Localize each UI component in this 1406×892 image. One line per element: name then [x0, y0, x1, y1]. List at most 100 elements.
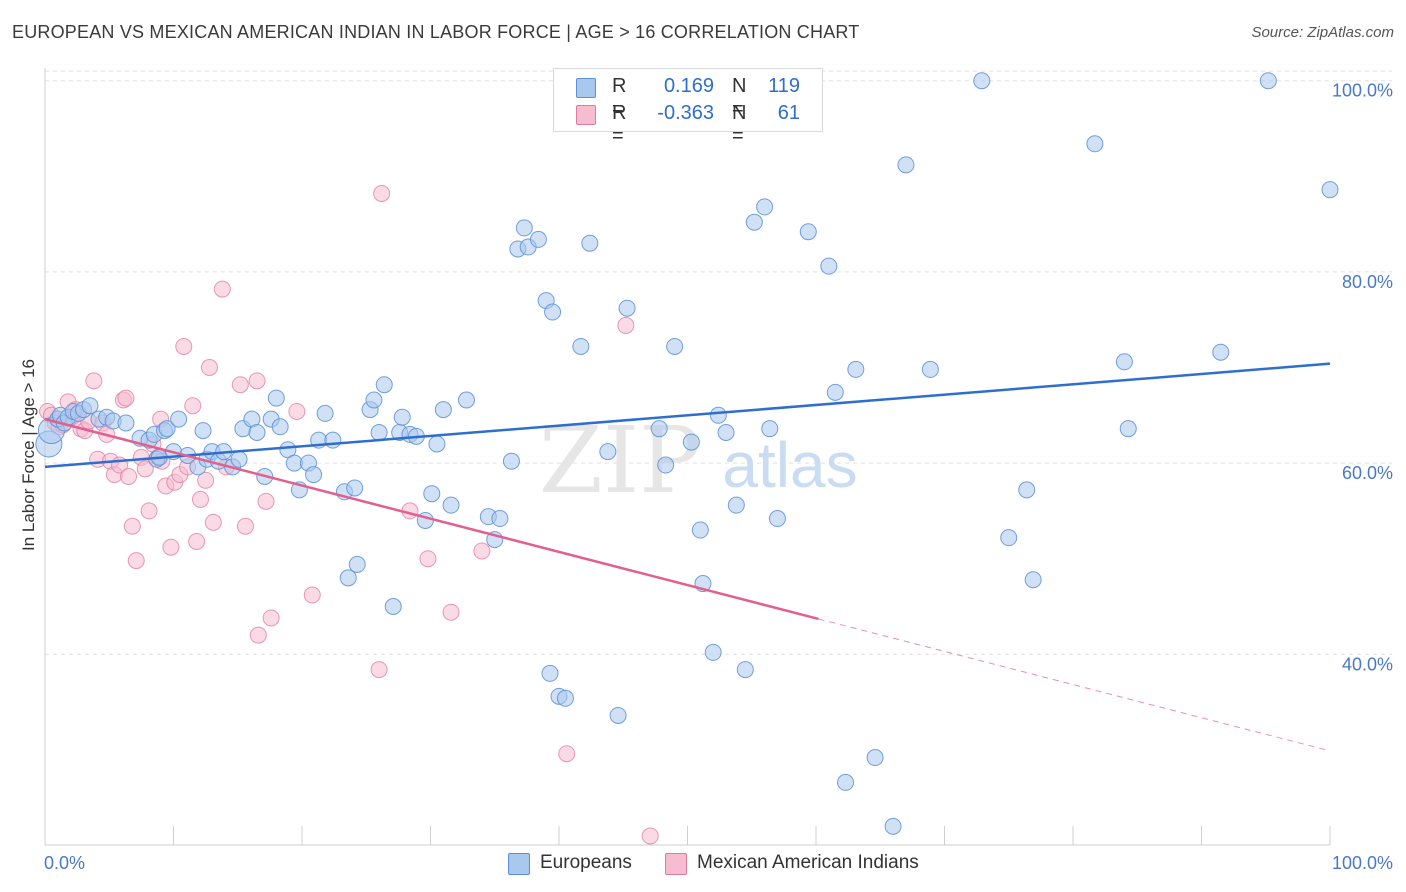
legend-swatch-europeans	[576, 78, 596, 98]
data-point-europeans	[727, 496, 745, 514]
data-point-europeans	[761, 420, 779, 438]
data-point-europeans	[248, 424, 266, 442]
data-point-mexican-american-indians	[136, 460, 154, 478]
data-point-mexican-american-indians	[231, 376, 249, 394]
data-point-europeans	[117, 414, 135, 432]
series-europeans	[35, 72, 1339, 835]
data-point-mexican-american-indians	[249, 626, 267, 644]
legend-r-value: -0.363	[657, 102, 714, 124]
data-point-europeans	[428, 435, 446, 453]
correlation-legend: R = 0.169 N = 119 R = -0.363 N = 61	[553, 68, 823, 147]
x-tick-label: 100.0%	[1332, 853, 1393, 873]
data-point-europeans	[618, 299, 636, 317]
data-point-europeans	[442, 496, 460, 514]
data-point-mexican-american-indians	[473, 542, 491, 560]
data-point-europeans	[285, 454, 303, 472]
data-point-mexican-american-indians	[641, 827, 659, 845]
data-point-europeans	[820, 257, 838, 275]
data-point-mexican-american-indians	[127, 552, 145, 570]
data-point-europeans	[515, 219, 533, 237]
data-point-europeans	[1259, 72, 1277, 90]
data-point-europeans	[756, 198, 774, 216]
data-point-europeans	[365, 391, 383, 409]
data-point-europeans	[736, 661, 754, 679]
data-point-mexican-american-indians	[236, 517, 254, 535]
data-point-europeans	[316, 404, 334, 422]
tick-labels: 40.0% 60.0% 80.0% 100.0% 0.0% 100.0%	[44, 81, 1393, 873]
data-point-europeans	[434, 401, 452, 419]
legend-r-value: 0.169	[663, 75, 714, 97]
data-point-europeans	[768, 510, 786, 528]
y-tick-label: 60.0%	[1342, 463, 1393, 483]
data-point-mexican-american-indians	[120, 467, 138, 485]
data-point-mexican-american-indians	[175, 337, 193, 355]
data-point-europeans	[572, 337, 590, 355]
legend-swatch-mexican-american-indians	[576, 105, 596, 125]
chart-title: EUROPEAN VS MEXICAN AMERICAN INDIAN IN L…	[12, 22, 860, 42]
data-point-europeans	[324, 431, 342, 449]
data-point-mexican-american-indians	[288, 402, 306, 420]
data-point-europeans	[502, 452, 520, 470]
watermark-atlas: atlas	[722, 429, 857, 501]
data-point-europeans	[717, 424, 735, 442]
data-point-europeans	[194, 422, 212, 440]
y-axis-label: In Labor Force | Age > 16	[19, 359, 38, 551]
data-point-mexican-american-indians	[558, 745, 576, 763]
data-point-europeans	[1018, 481, 1036, 499]
data-point-mexican-american-indians	[123, 517, 141, 535]
data-point-europeans	[745, 213, 763, 231]
data-point-europeans	[230, 450, 248, 468]
y-tick-label: 100.0%	[1332, 81, 1393, 101]
bottom-legend-swatch-europeans	[508, 853, 530, 875]
data-point-europeans	[973, 72, 991, 90]
data-point-europeans	[457, 391, 475, 409]
data-point-mexican-american-indians	[373, 185, 391, 203]
data-point-europeans	[1000, 529, 1018, 547]
data-point-mexican-american-indians	[188, 532, 206, 550]
data-point-europeans	[491, 510, 509, 528]
data-point-europeans	[599, 443, 617, 461]
data-point-europeans	[866, 749, 884, 767]
x-tick-label: 0.0%	[44, 853, 85, 873]
data-point-europeans	[666, 337, 684, 355]
data-point-mexican-american-indians	[197, 471, 215, 489]
data-point-mexican-american-indians	[617, 316, 635, 334]
data-point-europeans	[884, 817, 902, 835]
data-point-mexican-american-indians	[204, 513, 222, 531]
data-point-europeans	[529, 230, 547, 248]
data-point-mexican-american-indians	[248, 372, 266, 390]
data-point-mexican-american-indians	[419, 550, 437, 568]
data-point-mexican-american-indians	[303, 586, 321, 604]
legend-r-label: R =	[612, 102, 627, 147]
data-point-europeans	[581, 234, 599, 252]
legend-n-value: 119	[768, 75, 800, 97]
bottom-legend-swatch-mexican-american-indians	[665, 853, 687, 875]
data-point-mexican-american-indians	[442, 603, 460, 621]
data-point-mexican-american-indians	[117, 389, 135, 407]
data-point-europeans	[1086, 135, 1104, 153]
data-point-europeans	[897, 156, 915, 174]
bottom-legend-label: Europeans	[540, 852, 632, 873]
watermark-zip: ZIP	[539, 407, 701, 514]
data-point-europeans	[1321, 181, 1339, 199]
data-point-europeans	[375, 376, 393, 394]
data-point-mexican-american-indians	[200, 359, 218, 376]
data-point-europeans	[709, 406, 727, 424]
data-point-europeans	[541, 664, 559, 682]
data-point-europeans	[1024, 571, 1042, 589]
data-point-mexican-american-indians	[140, 502, 158, 520]
data-point-europeans	[81, 397, 99, 415]
data-point-mexican-american-indians	[370, 661, 388, 679]
data-point-europeans	[339, 569, 357, 587]
data-point-europeans	[423, 485, 441, 503]
data-point-europeans	[799, 223, 817, 241]
data-point-europeans	[271, 418, 289, 436]
data-point-europeans	[384, 598, 402, 615]
data-point-europeans	[393, 408, 411, 426]
data-point-mexican-american-indians	[257, 492, 275, 510]
data-point-mexican-american-indians	[162, 538, 180, 556]
data-point-europeans	[1212, 343, 1230, 361]
data-point-europeans	[170, 410, 188, 428]
data-point-europeans	[346, 479, 364, 497]
source-label: Source: ZipAtlas.com	[1251, 24, 1394, 41]
